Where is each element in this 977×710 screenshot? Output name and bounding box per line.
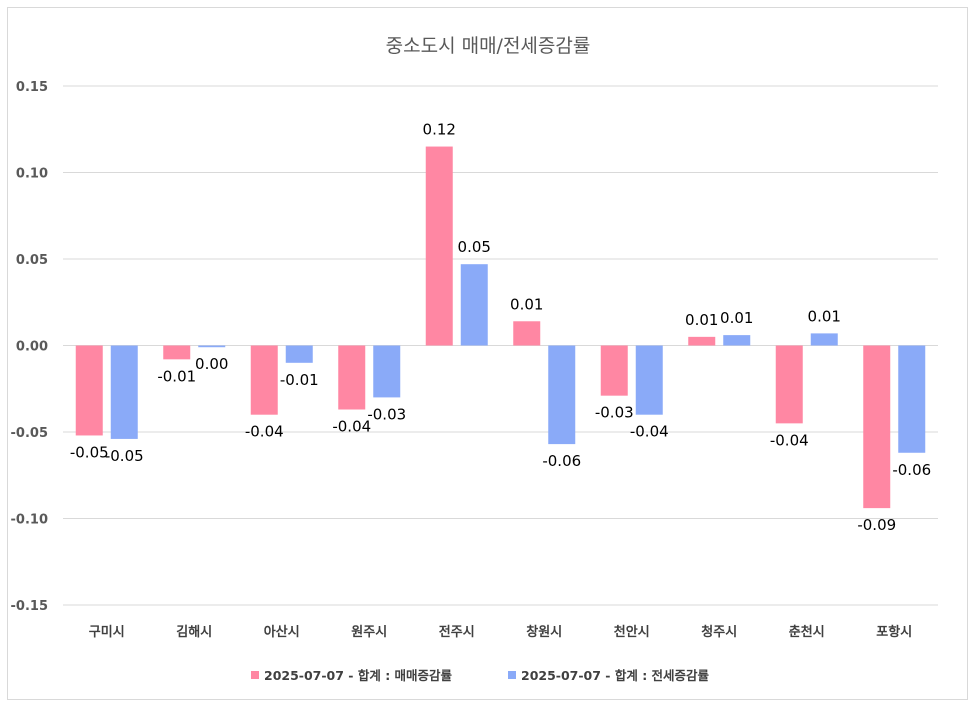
legend-label: 2025-07-07 - 합계 : 전세증감률 (521, 668, 710, 683)
bar-series-1 (513, 321, 541, 346)
bar-series-1 (863, 345, 891, 509)
data-label: -0.03 (595, 404, 634, 422)
data-label: 0.01 (720, 309, 753, 327)
x-tick-label: 원주시 (351, 625, 387, 640)
data-label: -0.06 (892, 461, 931, 479)
labels-layer: -0.05-0.05-0.010.00-0.04-0.01-0.04-0.030… (70, 121, 931, 535)
legend-swatch (251, 671, 259, 679)
data-label: 0.05 (458, 238, 491, 256)
x-tick-label: 춘천시 (789, 625, 825, 640)
bar-series-2 (460, 264, 488, 346)
data-label: -0.09 (857, 516, 896, 534)
bar-series-1 (250, 345, 278, 415)
legend-swatch (508, 671, 516, 679)
bar-series-2 (198, 345, 226, 348)
bars-layer (75, 146, 926, 509)
legend: 2025-07-07 - 합계 : 매매증감률 2025-07-07 - 합계 :… (251, 668, 710, 683)
data-label: 0.12 (423, 121, 456, 139)
bar-series-1 (775, 345, 803, 424)
data-label: -0.01 (157, 367, 196, 385)
data-label: 0.00 (195, 355, 228, 373)
data-label: -0.06 (542, 452, 581, 470)
y-tick-label: 0.05 (16, 253, 48, 268)
bar-series-2 (285, 345, 313, 363)
data-label: -0.05 (105, 447, 144, 465)
bar-series-2 (548, 345, 576, 445)
y-tick-label: 0.10 (16, 167, 48, 182)
data-label: -0.04 (630, 423, 669, 441)
data-label: 0.01 (808, 307, 841, 325)
x-tick-label: 아산시 (264, 624, 300, 640)
bar-series-1 (75, 345, 103, 436)
data-label: -0.03 (367, 405, 406, 423)
bar-series-2 (373, 345, 401, 398)
y-tick-label: -0.15 (11, 599, 48, 614)
grid-layer: 0.15 0.10 0.05 0.00 -0.05 -0.10 -0.15 (11, 80, 938, 614)
category-axis: 구미시 김해시 아산시 원주시 전주시 창원시 천안시 청주시 춘천시 포항시 (89, 624, 912, 640)
x-tick-label: 천안시 (614, 624, 650, 640)
y-tick-label: 0.15 (16, 80, 48, 95)
x-tick-label: 전주시 (439, 624, 475, 640)
bar-series-1 (338, 345, 366, 410)
x-tick-label: 청주시 (701, 624, 737, 640)
bar-series-2 (898, 345, 926, 453)
bar-series-1 (163, 345, 191, 360)
bar-series-2 (635, 345, 663, 415)
data-label: -0.04 (245, 423, 284, 441)
data-label: -0.04 (332, 418, 371, 436)
bar-series-2 (110, 345, 138, 439)
data-label: 0.01 (685, 311, 718, 329)
y-tick-label: -0.10 (11, 513, 48, 528)
chart-svg: 중소도시 매매/전세증감률 0.15 0.10 0.05 0.00 -0.05 -0.10… (11, 35, 938, 683)
chart-title: 중소도시 매매/전세증감률 (386, 35, 591, 57)
x-tick-label: 김해시 (176, 624, 212, 640)
legend-label: 2025-07-07 - 합계 : 매매증감률 (264, 668, 453, 683)
bar-series-1 (600, 345, 628, 396)
y-tick-label: 0.00 (16, 340, 48, 355)
x-tick-label: 포항시 (876, 624, 912, 640)
data-label: 0.01 (510, 295, 543, 313)
y-tick-label: -0.05 (11, 426, 48, 441)
data-label: -0.01 (280, 371, 319, 389)
bar-series-1 (688, 336, 716, 346)
data-label: -0.05 (70, 443, 109, 461)
chart-frame: 중소도시 매매/전세증감률 0.15 0.10 0.05 0.00 -0.05 -0.10… (7, 7, 968, 700)
bar-series-2 (723, 335, 751, 346)
bar-series-1 (425, 146, 453, 346)
x-tick-label: 창원시 (526, 624, 562, 640)
x-tick-label: 구미시 (89, 624, 125, 640)
bar-series-2 (810, 333, 838, 346)
data-label: -0.04 (770, 431, 809, 449)
